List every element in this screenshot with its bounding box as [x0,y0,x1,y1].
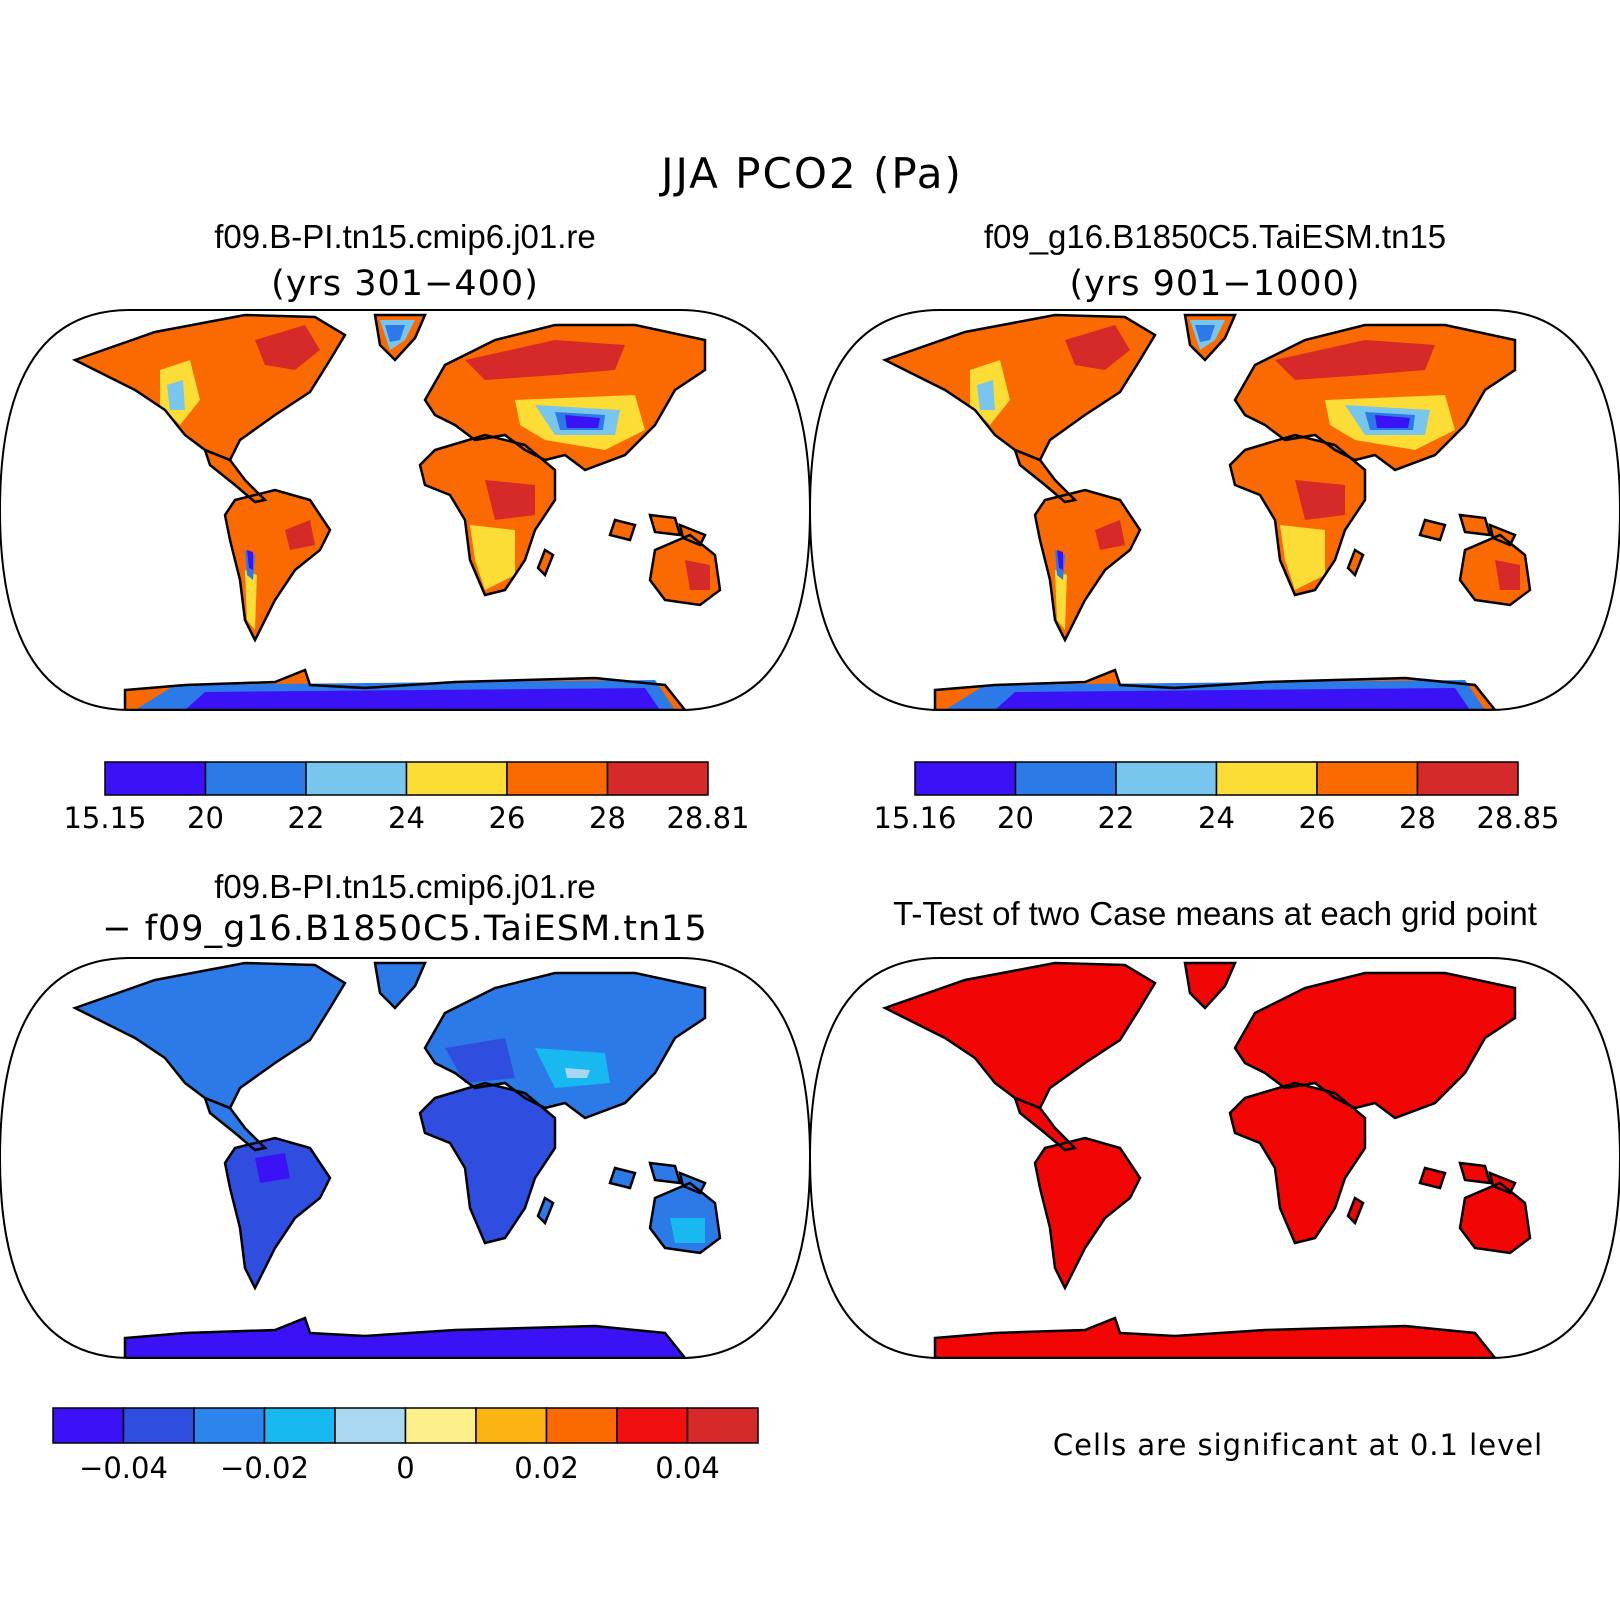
panel-case1-subtitle: (yrs 301−400) [271,264,539,304]
colorbar-box [1215,761,1318,796]
colorbar-label: 15.15 [63,801,146,835]
panel-diff-title: f09.B-PI.tn15.cmip6.j01.re [214,868,596,905]
colorbar-label: 15.16 [873,801,956,835]
colorbar-box [914,761,1017,796]
map-outline [808,309,1620,711]
panel-ttest: T-Test of two Case means at each grid po… [808,895,1620,1462]
colorbar-label: 28 [1399,801,1436,835]
colorbar-box [606,761,709,796]
colorbar-box [545,1407,618,1444]
colorbar-label: 0.02 [514,1451,579,1485]
panel-case1-title: f09.B-PI.tn15.cmip6.j01.re [214,218,596,255]
map-outline [0,957,812,1359]
region-diff-light [565,1068,590,1078]
colorbar-label: 24 [388,801,425,835]
colorbar-box [334,1407,407,1444]
colorbar-case1-boxes [104,761,709,796]
colorbar-label: 20 [187,801,224,835]
colorbar-label: −0.02 [220,1451,309,1485]
colorbar-box [204,761,307,796]
colorbar-box [122,1407,195,1444]
colorbar-case1-labels: 15.15 20 22 24 26 28 28.81 [63,801,749,835]
colorbar-label: 0.04 [655,1451,720,1485]
colorbar-label: 20 [997,801,1034,835]
panel-case1: f09.B-PI.tn15.cmip6.j01.re (yrs 301−400) [0,218,812,835]
significance-note: Cells are significant at 0.1 level [1053,1428,1543,1462]
colorbar-diff: −0.04 −0.02 0 0.02 0.04 [52,1407,759,1485]
colorbar-label: 26 [489,801,526,835]
colorbar-label: 22 [1098,801,1135,835]
colorbar-box [1316,761,1419,796]
colorbar-label: 22 [288,801,325,835]
colorbar-box [616,1407,689,1444]
colorbar-diff-labels: −0.04 −0.02 0 0.02 0.04 [79,1451,720,1485]
figure-title: JJA PCO2 (Pa) [658,149,963,198]
colorbar-case2: 15.16 20 22 24 26 28 28.85 [873,761,1560,835]
colorbar-label: 26 [1299,801,1336,835]
region-high [255,325,710,590]
region-high [1065,325,1520,590]
colorbar-label: 0 [396,1451,414,1485]
colorbar-box [506,761,609,796]
panel-case2: f09_g16.B1850C5.TaiESM.tn15 (yrs 901−100… [808,218,1620,835]
region-diff-darker [225,1038,555,1288]
colorbar-case2-labels: 15.16 20 22 24 26 28 28.85 [873,801,1559,835]
colorbar-box [52,1407,125,1444]
colorbar-label: 28 [589,801,626,835]
panel-ttest-title: T-Test of two Case means at each grid po… [893,895,1537,932]
map-case1 [0,309,812,711]
colorbar-label: 28.85 [1476,801,1559,835]
panel-diff-subtitle: − f09_g16.B1850C5.TaiESM.tn15 [102,909,707,949]
colorbar-box [404,1407,477,1444]
colorbar-box [305,761,408,796]
panel-diff: f09.B-PI.tn15.cmip6.j01.re − f09_g16.B18… [0,868,812,1485]
colorbar-box [475,1407,548,1444]
colorbar-box [193,1407,266,1444]
colorbar-box [1416,761,1519,796]
region-diff-deep [125,1153,685,1358]
map-outline [808,957,1620,1359]
colorbar-box [1014,761,1117,796]
colorbar-label: 24 [1198,801,1235,835]
colorbar-box [1115,761,1218,796]
colorbar-case2-boxes [914,761,1519,796]
map-case2 [808,309,1620,711]
colorbar-box [686,1407,759,1444]
colorbar-label: −0.04 [79,1451,168,1485]
map-outline [0,309,812,711]
panel-case2-title: f09_g16.B1850C5.TaiESM.tn15 [984,218,1446,255]
colorbar-box [104,761,207,796]
colorbar-box [405,761,508,796]
colorbar-label: 28.81 [666,801,749,835]
colorbar-box [263,1407,336,1444]
colorbar-diff-boxes [52,1407,759,1444]
panel-case2-subtitle: (yrs 901−1000) [1070,264,1361,304]
region-diff-cyan [535,1048,705,1243]
map-diff [0,957,812,1359]
colorbar-case1: 15.15 20 22 24 26 28 28.81 [63,761,750,835]
map-ttest [808,957,1620,1359]
